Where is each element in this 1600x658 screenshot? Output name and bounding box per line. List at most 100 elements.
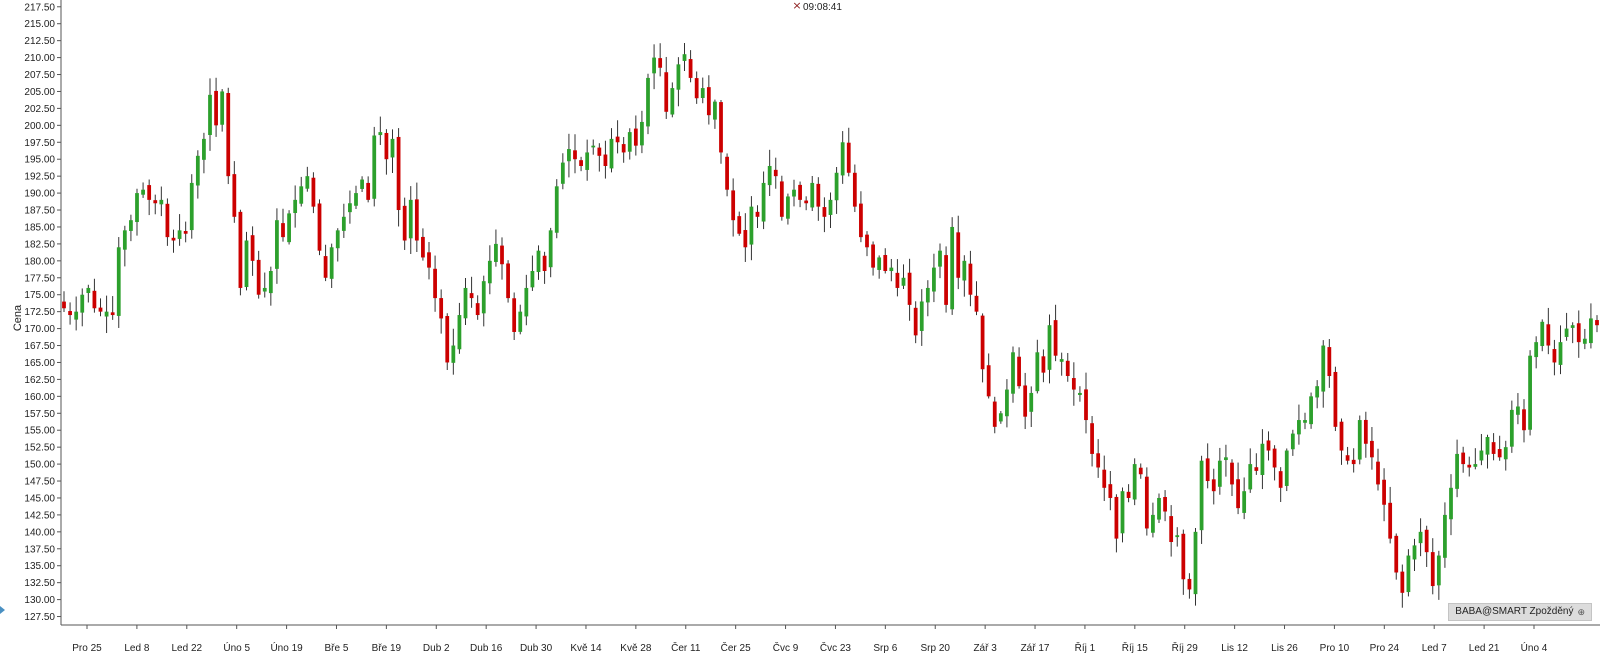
candle-body (1114, 496, 1119, 539)
candle (1552, 339, 1557, 376)
candle-body (925, 287, 930, 303)
candle-body (1345, 455, 1350, 461)
candle-body (646, 77, 650, 127)
candle-body (62, 301, 66, 309)
candle-body (1078, 392, 1082, 395)
candle-body (542, 255, 547, 272)
candle (1290, 429, 1295, 456)
candle (1181, 529, 1186, 595)
candle (1011, 346, 1015, 403)
candle-body (950, 226, 955, 310)
candle (895, 259, 900, 297)
candle-body (360, 179, 364, 189)
candle (822, 197, 827, 233)
candle (731, 178, 736, 237)
candle-body (165, 203, 170, 238)
instrument-badge[interactable]: BABA@SMART Zpožděný ⊕ (1448, 603, 1592, 621)
candle-body (852, 172, 857, 207)
candle-body (1059, 359, 1064, 362)
y-tick-label: 177.50 (24, 273, 55, 284)
candle-body (68, 311, 72, 316)
candle (591, 139, 596, 155)
candle (1522, 399, 1526, 443)
candle-body (202, 138, 206, 160)
candle-body (396, 136, 401, 211)
candle (110, 296, 115, 320)
candle-body (208, 94, 212, 136)
candle (1455, 439, 1459, 498)
y-tick-label: 162.50 (24, 375, 55, 386)
x-tick-label: Srp 20 (921, 643, 951, 654)
candle (877, 255, 882, 279)
candle (1169, 505, 1174, 557)
candle-body (962, 260, 967, 281)
candle-body (299, 186, 304, 204)
x-tick-label: Úno 5 (223, 641, 250, 654)
candle (974, 281, 979, 316)
x-tick-label: Kvě 14 (570, 643, 602, 654)
candle (311, 172, 316, 214)
candle (1217, 447, 1222, 495)
candle-body (621, 144, 626, 153)
candle-body (226, 93, 231, 177)
candle (1558, 325, 1563, 375)
globe-icon: ⊕ (1577, 607, 1585, 617)
candle-body (1363, 419, 1368, 444)
candle-body (1370, 440, 1374, 458)
candle (1333, 366, 1338, 432)
candle (1376, 448, 1380, 491)
candle (414, 182, 419, 253)
candle-body (1029, 392, 1034, 412)
candle-body (98, 307, 103, 312)
candle (950, 217, 955, 315)
candle-body (1278, 471, 1283, 488)
candle-body (1443, 514, 1447, 558)
candle (189, 174, 194, 239)
candle (80, 288, 85, 327)
y-tick-label: 150.00 (24, 460, 55, 471)
candle-body (1491, 442, 1496, 454)
candle (725, 153, 729, 197)
y-tick-label: 170.00 (24, 324, 55, 335)
candle (968, 250, 973, 307)
candle (548, 227, 553, 278)
candle-body (1230, 462, 1234, 485)
candle (74, 296, 79, 331)
candle (141, 182, 145, 198)
candle-body (305, 176, 310, 189)
candle (779, 175, 784, 221)
close-icon[interactable]: × (792, 0, 801, 12)
candle (433, 255, 437, 312)
candle (1351, 448, 1356, 473)
candle (153, 194, 158, 215)
candle-body (1582, 338, 1587, 344)
candle-body (980, 315, 985, 370)
y-tick-label: 187.50 (24, 206, 55, 217)
candle-body (1455, 453, 1459, 489)
candle (585, 139, 590, 181)
candle-body (889, 267, 894, 272)
candle (1424, 525, 1429, 567)
candle-body (1357, 420, 1362, 460)
y-tick-label: 182.50 (24, 239, 55, 250)
candle-body (1011, 352, 1015, 394)
candle-body (609, 138, 614, 169)
candle-body (956, 232, 961, 278)
candle-body (354, 193, 358, 206)
y-tick-label: 212.50 (24, 36, 55, 47)
candle (1266, 431, 1271, 461)
candle-body (1516, 406, 1520, 415)
y-tick-label: 142.50 (24, 510, 55, 521)
candle-body (1084, 389, 1088, 421)
candle-body (110, 312, 115, 316)
y-tick-label: 165.00 (24, 358, 55, 369)
candle (919, 289, 924, 346)
candle-body (992, 401, 997, 427)
candle (694, 71, 699, 104)
candle-body (268, 271, 273, 294)
candle (487, 245, 492, 295)
candle-body (153, 200, 158, 204)
candle-body (822, 207, 827, 217)
candle-body (1576, 323, 1581, 343)
candle-body (1138, 467, 1143, 475)
